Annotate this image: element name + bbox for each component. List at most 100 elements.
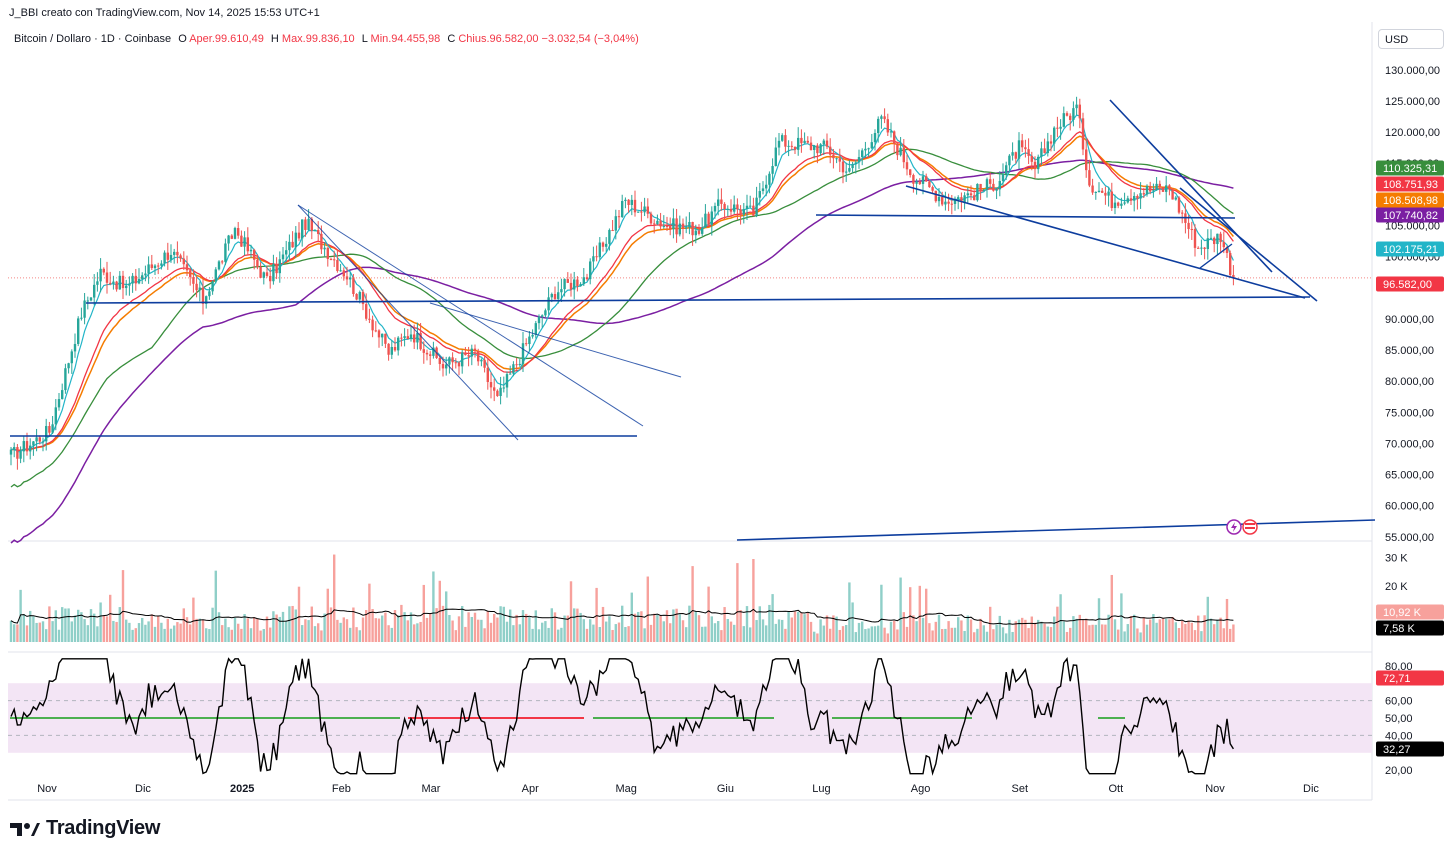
candle-body (966, 193, 969, 196)
volume-bar (1120, 593, 1123, 642)
price-badge: 96.582,00 (1383, 279, 1432, 291)
candle-body (697, 230, 701, 234)
candle-body (1229, 253, 1232, 275)
candle-body (1014, 152, 1017, 159)
candle-body (915, 181, 918, 184)
ema-21-line (10, 131, 1234, 452)
candle-body (553, 294, 557, 299)
volume-bar (486, 610, 489, 642)
candle-body (483, 359, 486, 368)
candle-body (630, 199, 633, 206)
volume-bar (32, 616, 35, 642)
candle-body (870, 142, 873, 149)
candle-body (141, 275, 144, 279)
volume-bar (765, 625, 768, 642)
candle-body (83, 300, 86, 318)
candle-body (454, 362, 457, 364)
volume-bar (1168, 619, 1171, 642)
candle-body (205, 296, 208, 304)
candle-body (422, 349, 425, 353)
candle-body (525, 343, 528, 345)
volume-bar (608, 616, 611, 642)
volume-bar (409, 612, 413, 642)
volume-bar (595, 587, 598, 642)
time-axis-label: Dic (1303, 783, 1319, 795)
volume-bar (624, 627, 627, 642)
candle-body (166, 252, 169, 260)
candle-body (429, 354, 432, 356)
price-badge-bg (1376, 241, 1444, 257)
volume-bar (1184, 623, 1187, 642)
volume-bar (755, 620, 758, 642)
creator-line: J_BBI creato con TradingView.com, Nov 14… (9, 7, 320, 19)
candle-body (941, 197, 944, 205)
candle-body (758, 191, 761, 198)
volume-bar (1193, 630, 1197, 642)
volume-bar (16, 624, 19, 642)
volume-bar (99, 602, 102, 642)
tradingview-logo[interactable]: TradingView (10, 817, 160, 840)
volume-bar (80, 612, 83, 642)
volume-bar (1200, 631, 1203, 642)
candle-body (13, 447, 16, 450)
volume-bar (1187, 620, 1190, 642)
volume-bar (841, 626, 845, 642)
volume-bar (649, 624, 653, 642)
symbol-title[interactable]: Bitcoin / Dollaro · 1D · Coinbase (14, 33, 172, 45)
volume-bar (774, 623, 777, 642)
candle-body (275, 264, 278, 274)
volume-bar (1056, 606, 1059, 642)
volume-bar (48, 606, 51, 642)
volume-bar (201, 619, 205, 642)
candle-body (960, 197, 963, 203)
candle-body (790, 145, 793, 147)
candle-body (51, 424, 54, 433)
candle-body (1113, 202, 1117, 209)
volume-bar (912, 615, 915, 642)
candle-body (93, 284, 96, 298)
price-axis-tick: 120.000,00 (1385, 127, 1440, 139)
volume-bar (445, 591, 448, 642)
volume-bar (429, 613, 432, 642)
volume-bar (323, 613, 326, 642)
candle-body (169, 254, 173, 260)
volume-bar (413, 624, 416, 642)
time-axis-label: Lug (812, 783, 830, 795)
volume-bar (150, 614, 153, 642)
candle-body (902, 147, 905, 163)
candle-body (1222, 242, 1225, 248)
volume-bar (1078, 614, 1081, 642)
candle-body (1094, 191, 1097, 193)
volume-bar (1197, 615, 1200, 642)
candle-body (982, 189, 985, 191)
volume-bar (611, 629, 614, 642)
candle-body (336, 260, 339, 271)
candle-body (1203, 247, 1206, 249)
volume-bar (77, 609, 80, 642)
candle-body (1017, 140, 1021, 159)
candle-body (477, 351, 480, 362)
currency-selector[interactable]: USD (1378, 29, 1444, 49)
volume-bar (630, 592, 633, 642)
candle-body (221, 261, 224, 263)
volume-bar (681, 620, 685, 642)
candle-body (835, 158, 838, 160)
open-value: Aper.99.610,49 (189, 33, 264, 45)
candle-body (470, 348, 473, 357)
candle-body (432, 347, 435, 356)
volume-bar (1229, 628, 1232, 642)
candle-body (115, 281, 118, 290)
candle-body (368, 318, 371, 320)
volume-bar (787, 611, 790, 642)
volume-bar (1174, 622, 1177, 642)
volume-bar (1091, 624, 1094, 642)
candle-body (825, 140, 829, 147)
volume-bar (601, 606, 605, 642)
candle-body (413, 334, 416, 343)
volume-bar (758, 606, 761, 642)
volume-bar (505, 621, 509, 642)
volume-bar (419, 621, 422, 642)
candle-body (1149, 185, 1152, 192)
volume-bar (1113, 619, 1117, 642)
